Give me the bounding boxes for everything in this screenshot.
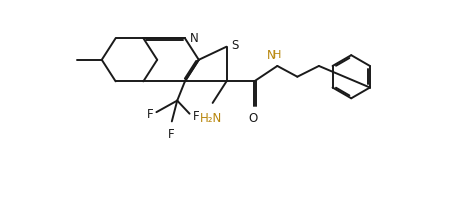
Text: O: O	[249, 112, 258, 125]
Text: F: F	[193, 109, 199, 122]
Text: H: H	[273, 50, 281, 60]
Text: N: N	[267, 48, 276, 61]
Text: N: N	[190, 32, 198, 45]
Text: F: F	[147, 108, 153, 121]
Text: S: S	[231, 39, 238, 52]
Text: F: F	[168, 127, 174, 140]
Text: H₂N: H₂N	[200, 111, 222, 124]
